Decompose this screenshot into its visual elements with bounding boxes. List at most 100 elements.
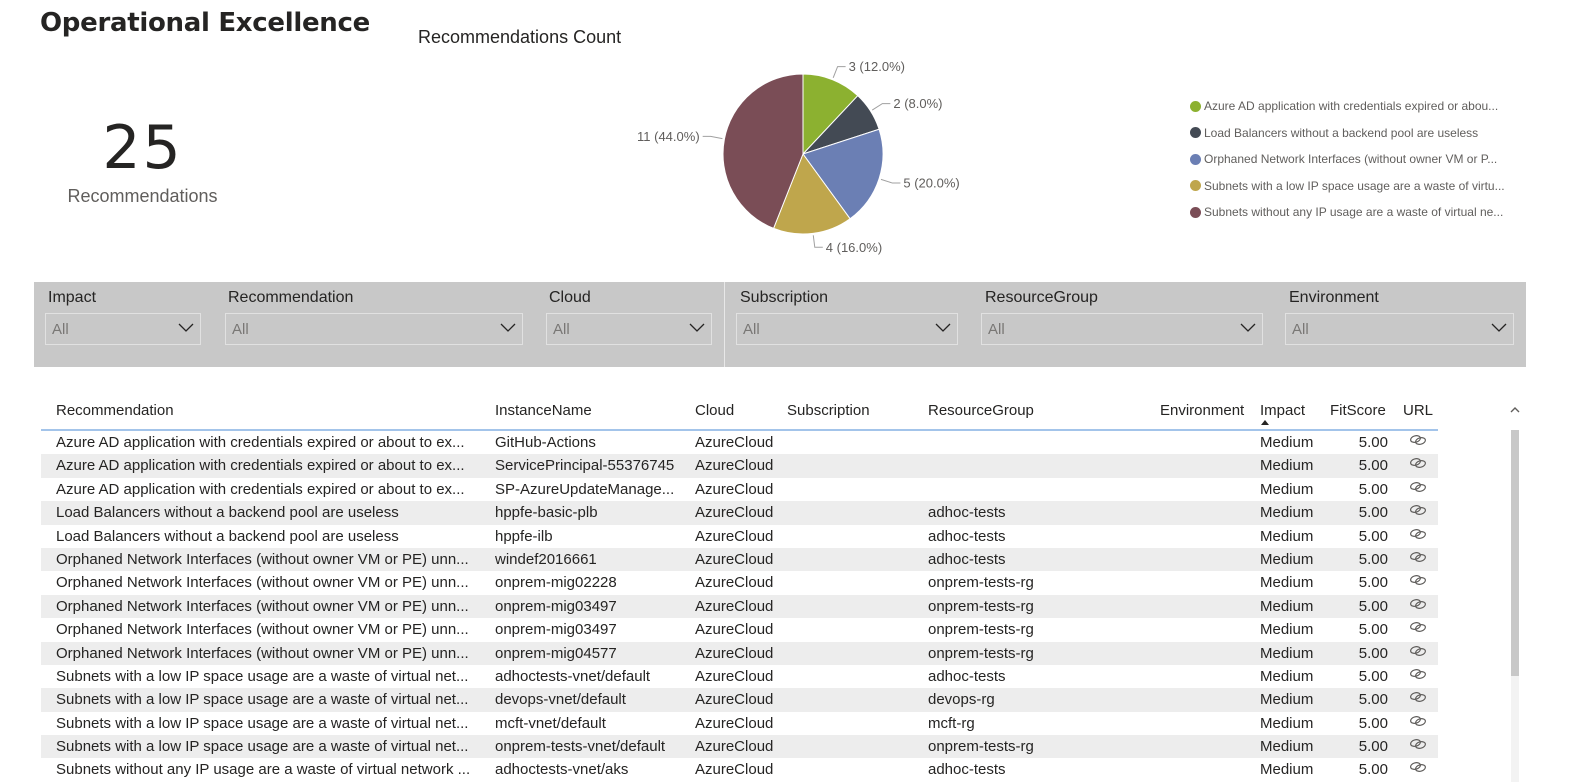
col-header-cloud[interactable]: Cloud: [695, 402, 735, 419]
legend-swatch: [1190, 180, 1201, 192]
cell-fit-score: 5.00: [1358, 457, 1388, 475]
table-row[interactable]: Subnets without any IP usage are a waste…: [41, 758, 1438, 781]
link-icon[interactable]: [1409, 690, 1427, 704]
cell-cloud: AzureCloud: [695, 714, 774, 732]
link-icon[interactable]: [1409, 503, 1427, 517]
slicer-cloud-dropdown[interactable]: All: [546, 313, 712, 345]
table-row[interactable]: Azure AD application with credentials ex…: [41, 454, 1438, 478]
cell-url[interactable]: [1409, 644, 1429, 662]
cell-fit-score: 5.00: [1358, 434, 1388, 451]
link-icon[interactable]: [1409, 644, 1427, 658]
col-header-recommendation[interactable]: Recommendation: [56, 402, 174, 419]
table-row[interactable]: Azure AD application with credentials ex…: [41, 478, 1438, 501]
table-row[interactable]: Subnets with a low IP space usage are a …: [41, 665, 1438, 688]
link-icon[interactable]: [1409, 597, 1427, 611]
pie-slice[interactable]: [772, 152, 851, 235]
legend-label: Orphaned Network Interfaces (without own…: [1204, 152, 1498, 167]
pie-data-label: 5 (20.0%): [903, 176, 959, 191]
table-row[interactable]: Azure AD application with credentials ex…: [41, 431, 1438, 454]
legend-item[interactable]: Load Balancers without a backend pool ar…: [1190, 120, 1520, 147]
cell-url[interactable]: [1409, 456, 1429, 474]
cell-url[interactable]: [1409, 760, 1429, 778]
table-row[interactable]: Orphaned Network Interfaces (without own…: [41, 641, 1438, 665]
cell-url[interactable]: [1409, 573, 1429, 591]
slicer-cloud: Cloud All: [546, 287, 712, 345]
cell-fit-score: 5.00: [1358, 761, 1388, 779]
col-header-url[interactable]: URL: [1403, 402, 1434, 419]
link-icon[interactable]: [1409, 737, 1427, 751]
col-header-fit-score[interactable]: FitScore: [1330, 402, 1386, 419]
cell-recommendation: Subnets with a low IP space usage are a …: [56, 691, 469, 709]
table-row[interactable]: Orphaned Network Interfaces (without own…: [41, 547, 1438, 572]
slicer-subscription-dropdown[interactable]: All: [736, 313, 958, 345]
cell-url[interactable]: [1409, 597, 1429, 615]
table-row[interactable]: Load Balancers without a backend pool ar…: [41, 501, 1438, 525]
cell-url[interactable]: [1409, 550, 1429, 568]
cell-recommendation: Subnets with a low IP space usage are a …: [56, 667, 469, 685]
legend-item[interactable]: Subnets with a low IP space usage are a …: [1190, 173, 1520, 200]
scroll-track[interactable]: [1511, 676, 1519, 782]
cell-cloud: AzureCloud: [695, 691, 774, 709]
link-icon[interactable]: [1409, 456, 1427, 470]
pie-slice[interactable]: [802, 128, 884, 220]
col-header-subscription[interactable]: Subscription: [787, 402, 870, 419]
legend-item[interactable]: Subnets without any IP usage are a waste…: [1190, 199, 1520, 226]
table-row[interactable]: Load Balancers without a backend pool ar…: [41, 525, 1438, 548]
table-row[interactable]: Orphaned Network Interfaces (without own…: [41, 618, 1438, 641]
pie-slice[interactable]: [802, 73, 859, 156]
col-header-impact[interactable]: Impact: [1260, 402, 1306, 419]
cell-fit-score: 5.00: [1358, 527, 1388, 545]
link-icon[interactable]: [1409, 760, 1427, 774]
cell-recommendation: Subnets with a low IP space usage are a …: [56, 738, 469, 756]
slicer-recommendation: Recommendation All: [225, 287, 523, 345]
cell-resource-group: onprem-tests-rg: [928, 621, 1034, 639]
legend-swatch: [1190, 100, 1201, 112]
link-icon[interactable]: [1409, 480, 1427, 494]
link-icon[interactable]: [1409, 527, 1427, 541]
link-icon[interactable]: [1409, 550, 1427, 564]
cell-url[interactable]: [1409, 503, 1429, 521]
cell-url[interactable]: [1409, 667, 1429, 685]
table-row[interactable]: Orphaned Network Interfaces (without own…: [41, 571, 1438, 594]
pie-slice[interactable]: [722, 73, 804, 230]
cell-url[interactable]: [1409, 737, 1429, 755]
chevron-down-icon: [689, 323, 705, 332]
link-icon[interactable]: [1409, 714, 1427, 728]
legend-label: Azure AD application with credentials ex…: [1204, 99, 1499, 114]
cell-cloud: AzureCloud: [695, 527, 774, 545]
link-icon[interactable]: [1409, 433, 1427, 447]
recommendations-pie-chart[interactable]: 3 (12.0%) 2 (8.0%) 5 (20.0%) 4 (16.0%) 11 (4…: [560, 55, 1020, 265]
scroll-up-icon[interactable]: [1510, 405, 1520, 415]
col-header-environment[interactable]: Environment: [1160, 402, 1245, 419]
table-row[interactable]: Subnets with a low IP space usage are a …: [41, 735, 1438, 759]
table-row[interactable]: Orphaned Network Interfaces (without own…: [41, 594, 1438, 619]
table-row[interactable]: Subnets with a low IP space usage are a …: [41, 712, 1438, 735]
cell-resource-group: adhoc-tests: [928, 527, 1006, 545]
cell-url[interactable]: [1409, 433, 1429, 451]
cell-url[interactable]: [1409, 690, 1429, 708]
link-icon[interactable]: [1409, 620, 1427, 634]
link-icon[interactable]: [1409, 573, 1427, 587]
cell-resource-group: adhoc-tests: [928, 504, 1006, 522]
link-icon[interactable]: [1409, 667, 1427, 681]
cell-cloud: AzureCloud: [695, 550, 774, 568]
cell-impact: Medium: [1260, 480, 1314, 498]
col-header-instance[interactable]: InstanceName: [495, 402, 592, 419]
table-scrollbar[interactable]: [1508, 400, 1521, 782]
chevron-down-icon: [935, 323, 951, 332]
table-row[interactable]: Subnets with a low IP space usage are a …: [41, 688, 1438, 712]
slicer-environment-dropdown[interactable]: All: [1285, 313, 1514, 345]
cell-fit-score: 5.00: [1358, 504, 1388, 522]
legend-item[interactable]: Orphaned Network Interfaces (without own…: [1190, 146, 1520, 173]
slicer-resource-group-dropdown[interactable]: All: [981, 313, 1263, 345]
cell-url[interactable]: [1409, 620, 1429, 638]
col-header-resource-group[interactable]: ResourceGroup: [928, 402, 1034, 419]
cell-resource-group: onprem-tests-rg: [928, 738, 1034, 756]
cell-url[interactable]: [1409, 480, 1429, 498]
cell-url[interactable]: [1409, 714, 1429, 732]
scroll-thumb[interactable]: [1511, 430, 1519, 676]
cell-url[interactable]: [1409, 527, 1429, 545]
slicer-recommendation-dropdown[interactable]: All: [225, 313, 523, 345]
legend-item[interactable]: Azure AD application with credentials ex…: [1190, 93, 1520, 120]
slicer-impact-dropdown[interactable]: All: [45, 313, 201, 345]
